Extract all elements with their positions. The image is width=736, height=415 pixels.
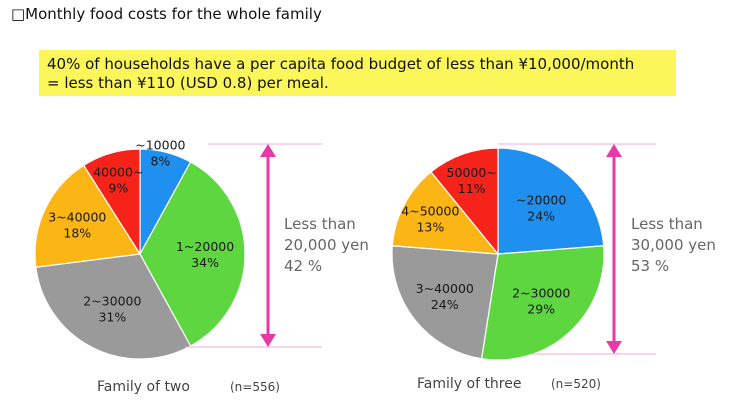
arrow-up-icon	[260, 144, 276, 157]
highlight-note: 40% of households have a per capita food…	[39, 50, 676, 96]
pie-slice	[430, 147, 499, 256]
slice-category-label: 3~40000	[416, 281, 474, 296]
slice-category-label: 4~50000	[401, 204, 459, 219]
bracket-family-of-two	[185, 143, 322, 348]
pie-slice	[391, 245, 499, 360]
slice-percent-label: 29%	[527, 302, 555, 317]
arrow-down-icon	[260, 334, 276, 347]
slice-category-label: 40000~	[93, 164, 143, 179]
bracket-text-3: 42 %	[284, 257, 322, 275]
slice-percent-label: 24%	[431, 297, 459, 312]
pie-slice	[139, 161, 246, 347]
pie-slice	[35, 253, 192, 360]
slice-category-label: 2~30000	[83, 293, 141, 308]
pie-slice	[391, 171, 500, 255]
bracket-text-3: 53 %	[631, 257, 669, 275]
slice-percent-label: 8%	[150, 154, 170, 169]
bracket-text-2: 20,000 yen	[284, 236, 369, 254]
highlight-line-2: = less than ¥110 (USD 0.8) per meal.	[47, 74, 329, 92]
pie-slice	[34, 164, 142, 268]
pie-slice	[480, 245, 605, 361]
slice-category-label: 50000~	[447, 165, 497, 180]
slice-percent-label: 18%	[63, 225, 91, 240]
bracket-text-1: Less than	[631, 215, 703, 233]
slice-percent-label: 13%	[416, 220, 444, 235]
pie-slice	[82, 148, 141, 257]
arrow-down-icon	[606, 341, 622, 354]
caption-family-of-three: Family of three	[417, 376, 521, 392]
page-title: □Monthly food costs for the whole family	[11, 5, 322, 23]
slice-category-label: ~20000	[516, 192, 566, 207]
slice-category-label: 3~40000	[48, 209, 106, 224]
slice-percent-label: 31%	[98, 309, 126, 324]
arrow-up-icon	[606, 144, 622, 157]
caption-family-of-two: Family of two	[97, 379, 190, 395]
n-count-family-of-three: (n=520)	[551, 377, 601, 391]
bracket-text-1: Less than	[284, 215, 356, 233]
n-count-family-of-two: (n=556)	[230, 380, 280, 394]
bracket-text-2: 30,000 yen	[631, 236, 716, 254]
pie-family-of-three: ~2000024%2~3000029%3~4000024%4~5000013%5…	[391, 147, 605, 361]
bracket-family-of-three	[498, 143, 656, 355]
slice-category-label: 2~30000	[512, 286, 570, 301]
slice-percent-label: 9%	[108, 180, 128, 195]
slice-percent-label: 24%	[527, 208, 555, 223]
slice-percent-label: 34%	[191, 255, 219, 270]
slice-percent-label: 11%	[458, 181, 486, 196]
pie-slice	[497, 147, 605, 255]
highlight-line-1: 40% of households have a per capita food…	[47, 55, 635, 73]
slice-category-label: 1~20000	[176, 239, 234, 254]
slice-category-label: ~10000	[135, 138, 185, 153]
